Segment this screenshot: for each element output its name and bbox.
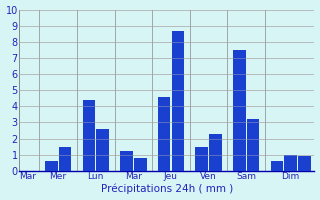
Bar (298, 156, 311, 171)
Bar (134, 158, 147, 171)
Bar (209, 134, 222, 171)
Bar (120, 151, 133, 171)
Bar (83, 100, 95, 171)
Bar (233, 50, 245, 171)
Bar (271, 161, 283, 171)
X-axis label: Précipitations 24h ( mm ): Précipitations 24h ( mm ) (101, 184, 233, 194)
Bar (172, 31, 184, 171)
Bar (96, 129, 109, 171)
Bar (196, 147, 208, 171)
Bar (59, 147, 71, 171)
Bar (45, 161, 58, 171)
Bar (284, 155, 297, 171)
Bar (158, 97, 170, 171)
Bar (247, 119, 259, 171)
